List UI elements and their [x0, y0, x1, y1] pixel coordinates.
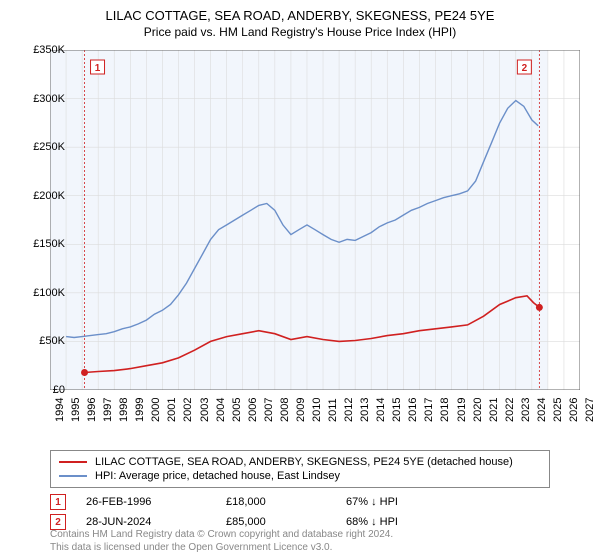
x-tick-label: 2000: [150, 398, 162, 422]
x-tick-label: 1997: [102, 398, 114, 422]
svg-text:1: 1: [95, 63, 101, 74]
y-tick-label: £0: [53, 384, 65, 396]
legend-swatch: [59, 475, 87, 477]
x-tick-label: 2023: [520, 398, 532, 422]
y-tick-label: £50K: [39, 335, 65, 347]
legend-label: HPI: Average price, detached house, East…: [95, 470, 340, 482]
x-tick-label: 2014: [375, 398, 387, 422]
x-tick-label: 2026: [568, 398, 580, 422]
x-tick-label: 2007: [263, 398, 275, 422]
x-tick-label: 2013: [359, 398, 371, 422]
x-tick-label: 2024: [536, 398, 548, 422]
marker-badge: 1: [50, 494, 66, 510]
y-tick-label: £150K: [33, 238, 65, 250]
x-tick-label: 2012: [343, 398, 355, 422]
legend-row: HPI: Average price, detached house, East…: [59, 469, 541, 483]
x-tick-label: 2009: [295, 398, 307, 422]
x-tick-label: 2020: [472, 398, 484, 422]
y-tick-label: £250K: [33, 141, 65, 153]
x-tick-label: 2001: [166, 398, 178, 422]
marker-date: 28-JUN-2024: [86, 516, 206, 528]
x-tick-label: 1998: [118, 398, 130, 422]
x-tick-label: 1996: [86, 398, 98, 422]
x-tick-label: 2022: [504, 398, 516, 422]
y-tick-label: £100K: [33, 287, 65, 299]
x-tick-label: 2008: [279, 398, 291, 422]
legend-swatch: [59, 461, 87, 463]
marker-date: 26-FEB-1996: [86, 496, 206, 508]
x-tick-label: 1994: [54, 398, 66, 422]
attribution-line-1: Contains HM Land Registry data © Crown c…: [50, 528, 393, 541]
marker-row: 1 26-FEB-1996 £18,000 67% ↓ HPI: [50, 494, 398, 510]
x-tick-label: 2021: [488, 398, 500, 422]
attribution: Contains HM Land Registry data © Crown c…: [50, 528, 393, 554]
x-tick-label: 2006: [247, 398, 259, 422]
marker-pct: 68% ↓ HPI: [346, 516, 398, 528]
x-tick-label: 2005: [231, 398, 243, 422]
y-tick-label: £200K: [33, 190, 65, 202]
y-tick-label: £350K: [33, 44, 65, 56]
y-tick-label: £300K: [33, 93, 65, 105]
x-tick-label: 2004: [215, 398, 227, 422]
attribution-line-2: This data is licensed under the Open Gov…: [50, 541, 393, 554]
chart-container: LILAC COTTAGE, SEA ROAD, ANDERBY, SKEGNE…: [0, 0, 600, 560]
chart-title: LILAC COTTAGE, SEA ROAD, ANDERBY, SKEGNE…: [0, 0, 600, 23]
marker-pct: 67% ↓ HPI: [346, 496, 398, 508]
marker-price: £18,000: [226, 496, 326, 508]
x-tick-label: 2019: [456, 398, 468, 422]
marker-price: £85,000: [226, 516, 326, 528]
x-tick-label: 2016: [407, 398, 419, 422]
x-tick-label: 2025: [552, 398, 564, 422]
svg-text:2: 2: [522, 63, 528, 74]
x-tick-label: 2003: [199, 398, 211, 422]
x-tick-label: 2017: [423, 398, 435, 422]
legend-label: LILAC COTTAGE, SEA ROAD, ANDERBY, SKEGNE…: [95, 456, 513, 468]
x-tick-label: 2002: [182, 398, 194, 422]
x-tick-label: 1995: [70, 398, 82, 422]
x-tick-label: 2027: [584, 398, 596, 422]
x-tick-label: 2018: [439, 398, 451, 422]
x-tick-label: 2015: [391, 398, 403, 422]
x-tick-label: 2010: [311, 398, 323, 422]
legend: LILAC COTTAGE, SEA ROAD, ANDERBY, SKEGNE…: [50, 450, 550, 488]
x-tick-label: 2011: [327, 398, 339, 422]
x-tick-label: 1999: [134, 398, 146, 422]
legend-row: LILAC COTTAGE, SEA ROAD, ANDERBY, SKEGNE…: [59, 455, 541, 469]
chart-svg: 12: [50, 50, 580, 390]
chart-subtitle: Price paid vs. HM Land Registry's House …: [0, 23, 600, 39]
